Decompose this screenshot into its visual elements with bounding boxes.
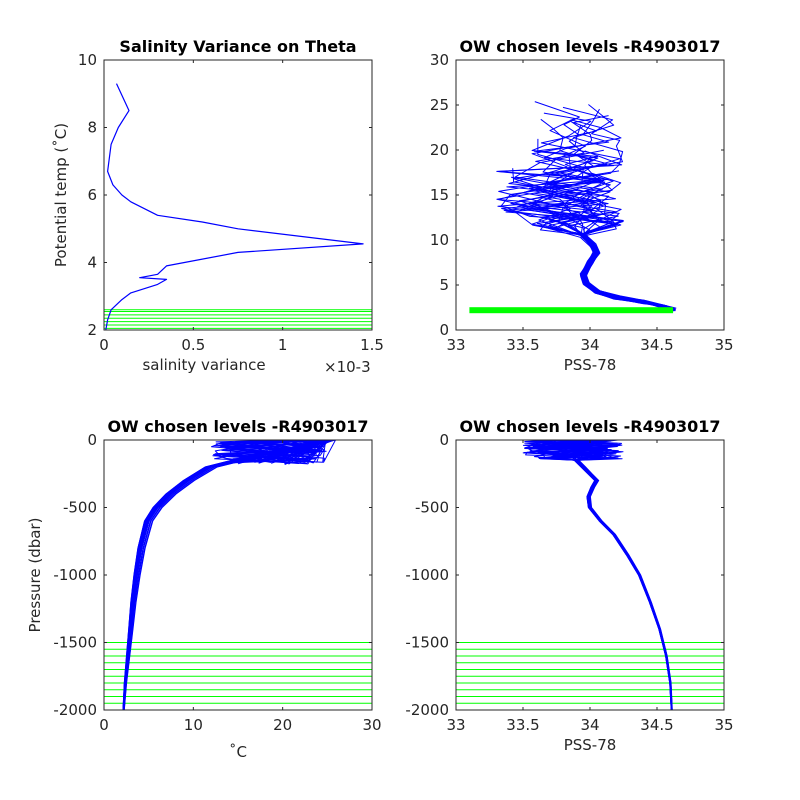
x-tick-label: 1.5 bbox=[360, 336, 384, 354]
x-axis-label: salinity variance bbox=[142, 356, 265, 374]
x-tick-label: 0 bbox=[99, 716, 109, 734]
y-tick-label: -2000 bbox=[53, 701, 97, 719]
panel-title: OW chosen levels -R4903017 bbox=[107, 417, 368, 436]
y-tick-label: 0 bbox=[439, 431, 449, 449]
x-tick-label: 33.5 bbox=[506, 716, 539, 734]
x-tick-label: 33 bbox=[446, 336, 465, 354]
temperature-profile bbox=[123, 439, 336, 711]
x-tick-label: 30 bbox=[362, 716, 381, 734]
y-tick-label: -500 bbox=[415, 499, 449, 517]
x-tick-label: 0.5 bbox=[181, 336, 205, 354]
panel-title: OW chosen levels -R4903017 bbox=[459, 37, 720, 56]
x-tick-label: 33 bbox=[446, 716, 465, 734]
plot-area bbox=[104, 440, 372, 710]
series-salinity-variance bbox=[105, 83, 364, 331]
y-tick-label: 10 bbox=[78, 51, 97, 69]
plot-area bbox=[456, 440, 724, 710]
y-tick-label: 30 bbox=[430, 51, 449, 69]
x-axis-label: PSS-78 bbox=[564, 736, 617, 754]
y-tick-label: 20 bbox=[430, 141, 449, 159]
theta-salinity-profile bbox=[506, 117, 675, 309]
y-axis-label: Potential temp (˚C) bbox=[52, 123, 70, 267]
y-tick-label: 2 bbox=[87, 321, 97, 339]
x-axis-exponent: ×10-3 bbox=[324, 358, 371, 376]
y-tick-label: -1000 bbox=[53, 566, 97, 584]
y-tick-label: 25 bbox=[430, 96, 449, 114]
y-tick-label: 8 bbox=[87, 119, 97, 137]
y-tick-label: 5 bbox=[439, 276, 449, 294]
y-tick-label: -500 bbox=[63, 499, 97, 517]
panel-title: OW chosen levels -R4903017 bbox=[459, 417, 720, 436]
salinity-profile bbox=[524, 439, 673, 711]
y-tick-label: 15 bbox=[430, 186, 449, 204]
y-tick-label: 0 bbox=[87, 431, 97, 449]
panel-1 bbox=[103, 59, 373, 331]
y-tick-label: 0 bbox=[439, 321, 449, 339]
temperature-profile bbox=[122, 439, 321, 711]
y-tick-label: 10 bbox=[430, 231, 449, 249]
temperature-profile bbox=[122, 439, 329, 711]
x-tick-label: 35 bbox=[714, 336, 733, 354]
y-tick-label: 4 bbox=[87, 254, 97, 272]
x-tick-label: 33.5 bbox=[506, 336, 539, 354]
level-band bbox=[469, 307, 674, 314]
x-tick-label: 1 bbox=[278, 336, 288, 354]
plot-area bbox=[104, 60, 372, 330]
y-tick-label: 6 bbox=[87, 186, 97, 204]
x-axis-label: PSS-78 bbox=[564, 356, 617, 374]
panel-4 bbox=[455, 439, 725, 711]
x-tick-label: 20 bbox=[273, 716, 292, 734]
x-axis-label: ˚C bbox=[229, 743, 247, 761]
theta-salinity-profile bbox=[526, 200, 673, 309]
y-axis-label: Pressure (dbar) bbox=[26, 518, 44, 633]
x-tick-label: 34.5 bbox=[640, 336, 673, 354]
panel-title: Salinity Variance on Theta bbox=[119, 37, 356, 56]
x-tick-label: 10 bbox=[184, 716, 203, 734]
x-tick-label: 34 bbox=[580, 716, 599, 734]
y-tick-label: -1500 bbox=[53, 634, 97, 652]
x-tick-label: 0 bbox=[99, 336, 109, 354]
x-tick-label: 34.5 bbox=[640, 716, 673, 734]
panel-2 bbox=[455, 59, 725, 331]
x-tick-label: 35 bbox=[714, 716, 733, 734]
y-tick-label: -1500 bbox=[405, 634, 449, 652]
x-tick-label: 34 bbox=[580, 336, 599, 354]
y-tick-label: -1000 bbox=[405, 566, 449, 584]
y-tick-label: -2000 bbox=[405, 701, 449, 719]
salinity-profile bbox=[525, 439, 673, 711]
panel-3 bbox=[103, 439, 373, 711]
